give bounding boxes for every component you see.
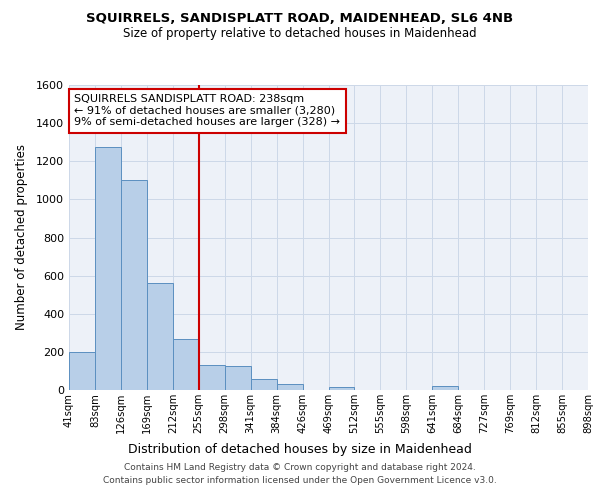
Bar xyxy=(329,387,355,390)
Bar xyxy=(95,147,121,390)
Bar xyxy=(277,384,302,390)
Bar xyxy=(199,365,224,390)
Bar xyxy=(173,338,199,390)
Bar xyxy=(225,366,251,390)
Bar xyxy=(147,283,173,390)
Text: Size of property relative to detached houses in Maidenhead: Size of property relative to detached ho… xyxy=(123,28,477,40)
Text: Contains HM Land Registry data © Crown copyright and database right 2024.: Contains HM Land Registry data © Crown c… xyxy=(124,464,476,472)
Bar xyxy=(121,180,147,390)
Text: Contains public sector information licensed under the Open Government Licence v3: Contains public sector information licen… xyxy=(103,476,497,485)
Bar xyxy=(433,386,458,390)
Bar xyxy=(251,378,277,390)
Y-axis label: Number of detached properties: Number of detached properties xyxy=(14,144,28,330)
Text: SQUIRRELS, SANDISPLATT ROAD, MAIDENHEAD, SL6 4NB: SQUIRRELS, SANDISPLATT ROAD, MAIDENHEAD,… xyxy=(86,12,514,26)
Bar xyxy=(69,352,95,390)
Text: SQUIRRELS SANDISPLATT ROAD: 238sqm
← 91% of detached houses are smaller (3,280)
: SQUIRRELS SANDISPLATT ROAD: 238sqm ← 91%… xyxy=(74,94,340,128)
Text: Distribution of detached houses by size in Maidenhead: Distribution of detached houses by size … xyxy=(128,442,472,456)
